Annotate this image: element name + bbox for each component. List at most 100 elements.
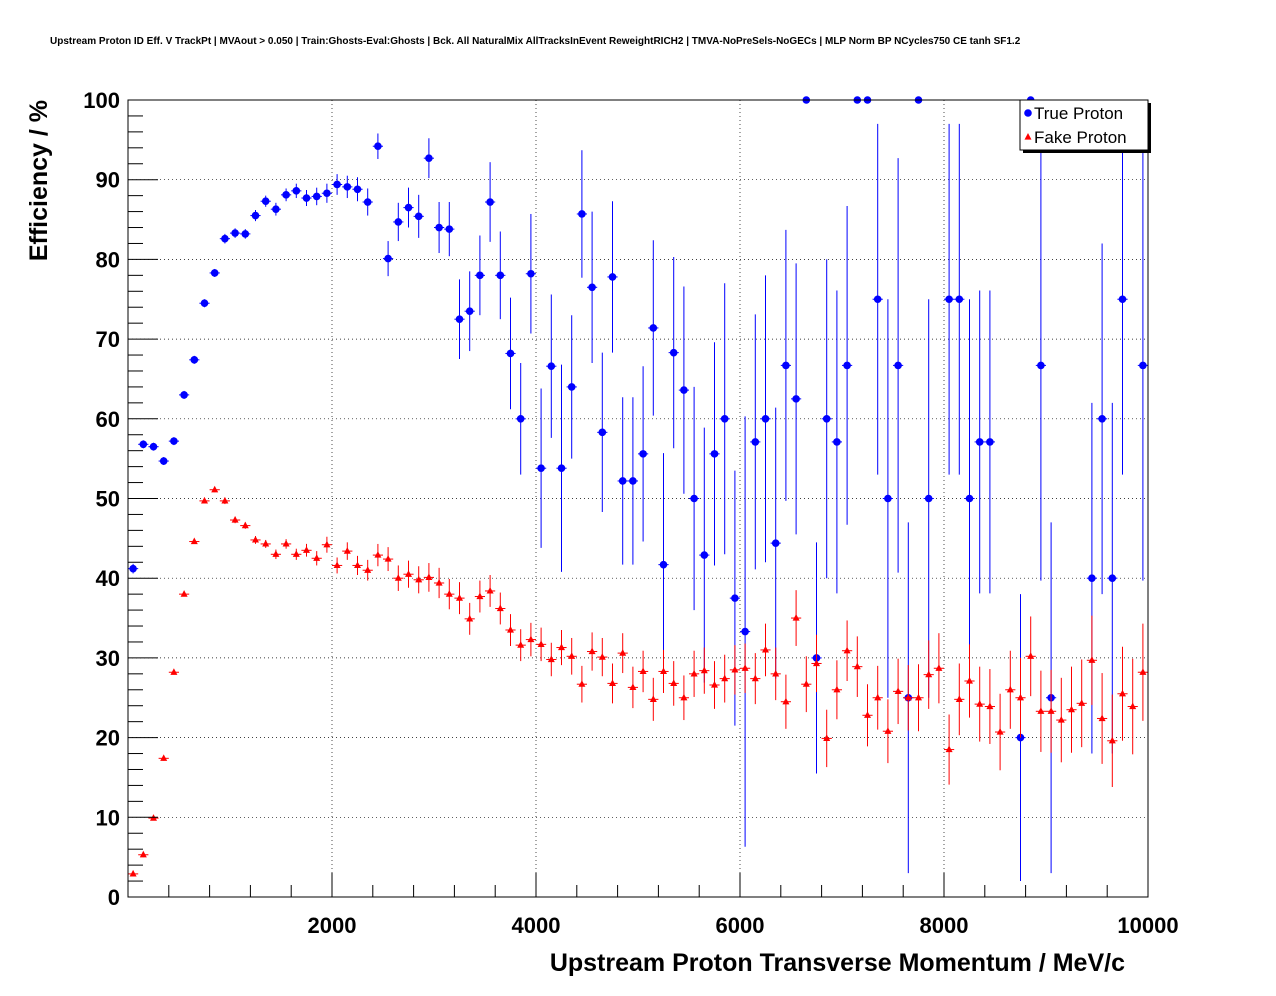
data-point [689, 650, 700, 697]
marker [1078, 699, 1086, 706]
marker [1139, 668, 1147, 675]
data-point [648, 240, 659, 416]
marker [486, 198, 494, 206]
marker [221, 234, 229, 243]
marker [139, 850, 147, 858]
marker [343, 183, 352, 191]
data-point [1137, 150, 1148, 581]
data-point [209, 485, 220, 493]
marker [425, 573, 433, 581]
marker [884, 727, 892, 734]
data-point [780, 674, 791, 729]
data-point [821, 259, 832, 579]
data-point [464, 602, 475, 635]
marker [496, 604, 504, 612]
marker [343, 547, 351, 554]
data-point [668, 257, 679, 449]
data-point [179, 390, 190, 399]
marker [680, 693, 688, 701]
marker [1108, 574, 1117, 582]
marker [874, 693, 882, 701]
marker [649, 695, 657, 702]
marker [374, 551, 382, 558]
marker [129, 869, 137, 877]
data-point [393, 202, 404, 242]
marker [731, 594, 739, 602]
marker [527, 635, 535, 643]
data-point [984, 290, 995, 594]
data-point [332, 557, 343, 574]
y-tick-label: 50 [96, 487, 120, 512]
marker [1037, 361, 1045, 370]
marker [904, 693, 912, 701]
marker [129, 564, 137, 573]
data-point [699, 427, 710, 683]
marker [843, 646, 851, 654]
marker [292, 550, 300, 557]
marker [619, 649, 627, 656]
marker [201, 496, 208, 504]
marker [618, 477, 627, 485]
marker [567, 383, 576, 391]
data-point [444, 578, 455, 610]
marker [506, 349, 515, 358]
data-point [872, 665, 883, 730]
marker [170, 437, 178, 445]
grid [128, 100, 1148, 897]
data-point [321, 536, 332, 553]
chart-title: Upstream Proton ID Eff. V TrackPt | MVAo… [50, 36, 1021, 47]
marker [976, 700, 984, 707]
data-point [811, 634, 822, 693]
data-point [372, 133, 383, 159]
data-point [607, 663, 618, 704]
legend: True Proton Fake Proton [1019, 99, 1151, 153]
marker [333, 180, 341, 189]
marker [190, 537, 198, 545]
data-point [882, 299, 893, 698]
data-point [525, 622, 536, 657]
marker [588, 647, 596, 655]
data-point [974, 666, 985, 742]
marker [507, 626, 514, 633]
marker [761, 415, 770, 423]
data-point [607, 201, 618, 353]
marker [629, 477, 637, 485]
marker [894, 361, 902, 370]
data-point [281, 188, 292, 202]
data-point [872, 123, 883, 475]
data-point [729, 645, 740, 695]
marker [925, 670, 933, 678]
data-point [321, 183, 332, 203]
data-point [148, 442, 159, 451]
data-point [403, 187, 414, 228]
data-point [638, 366, 649, 542]
data-point [423, 563, 434, 592]
y-tick-label: 80 [96, 247, 120, 272]
data-point [740, 643, 751, 693]
y-tick-label: 100 [83, 88, 120, 113]
marker [1108, 736, 1116, 744]
marker [751, 674, 759, 682]
marker [231, 516, 239, 523]
y-tick-label: 20 [96, 726, 120, 751]
data-point [770, 647, 781, 701]
data-point [434, 567, 445, 599]
data-point [821, 709, 832, 768]
marker [782, 361, 790, 370]
marker [384, 555, 392, 562]
data-point [1097, 243, 1108, 595]
series-fake-proton [128, 485, 1148, 877]
marker [762, 645, 769, 653]
data-point [719, 283, 730, 555]
data-point [638, 650, 649, 693]
data-point [546, 294, 557, 438]
data-point [342, 175, 353, 199]
marker [252, 535, 259, 543]
marker [1118, 295, 1127, 304]
marker [282, 191, 290, 199]
data-point [587, 211, 598, 364]
marker [313, 554, 321, 561]
marker [405, 570, 412, 577]
data-point [944, 714, 955, 785]
data-point [780, 229, 791, 501]
